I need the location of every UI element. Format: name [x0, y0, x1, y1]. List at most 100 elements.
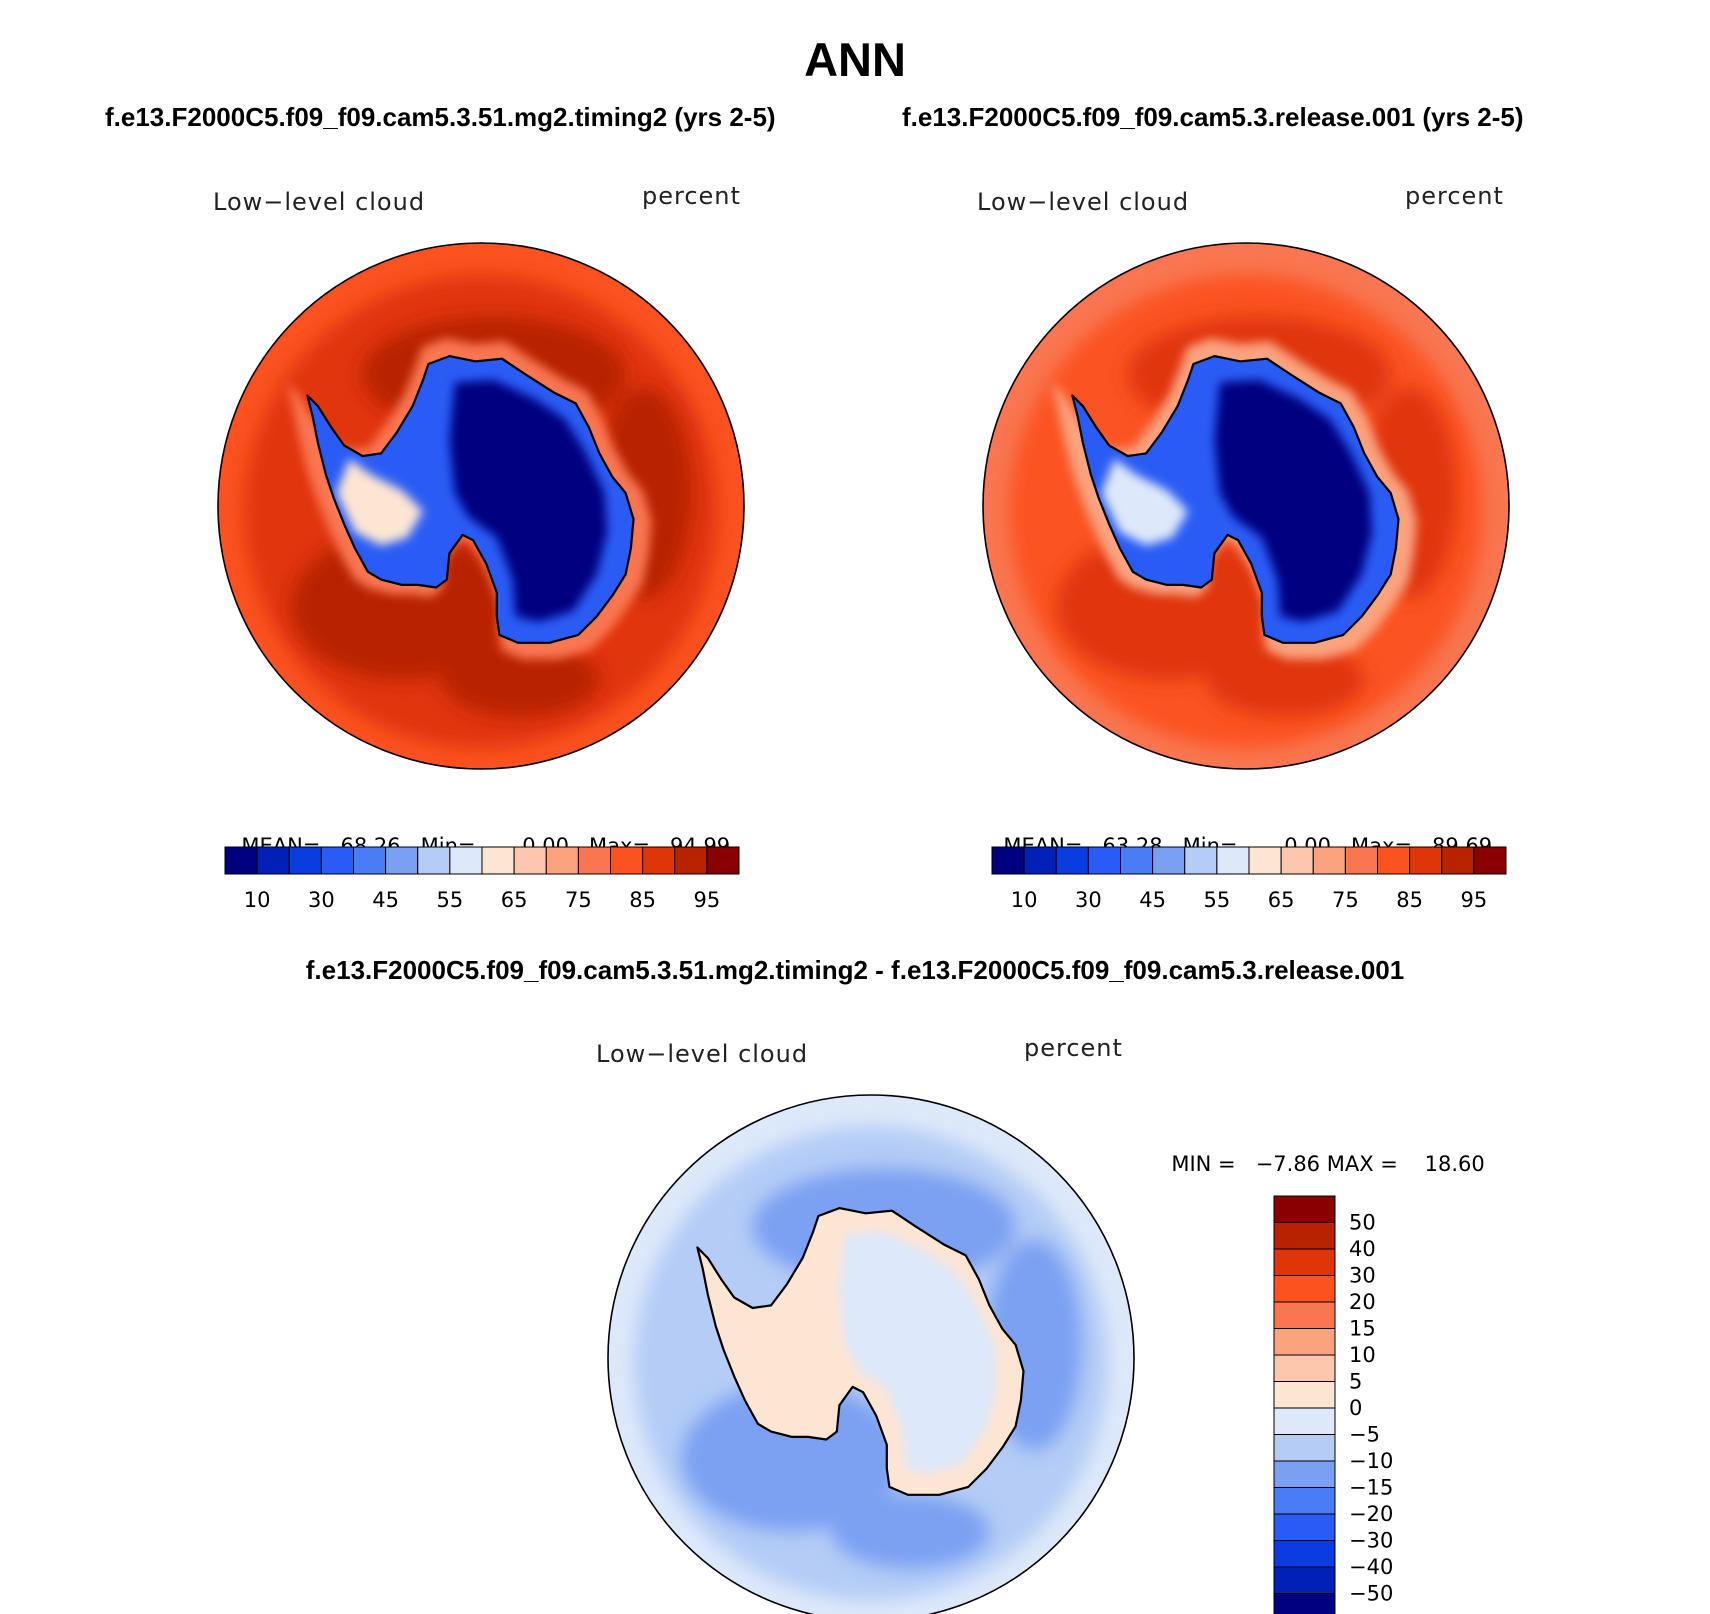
colorbar-swatch — [1152, 846, 1186, 875]
coastline — [306, 355, 635, 644]
colorbar-swatch — [1120, 846, 1154, 875]
colorbar-tick-label: 15 — [1349, 1317, 1376, 1341]
colorbar-swatch — [545, 846, 579, 875]
colorbar-swatch — [449, 846, 483, 875]
colorbar-tick-label: 55 — [437, 888, 464, 912]
case-title-left: f.e13.F2000C5.f09_f09.cam5.3.51.mg2.timi… — [105, 102, 776, 132]
max-value: 18.60 — [1424, 1152, 1485, 1176]
colorbar-tick-label: 10 — [244, 888, 271, 912]
min-label: MIN = — [1171, 1152, 1236, 1176]
colorbar-tick-label: −15 — [1349, 1476, 1393, 1500]
colorbar-tick-label: 30 — [1075, 888, 1102, 912]
colorbar-tick-label: 65 — [501, 888, 528, 912]
colorbar-swatch — [1273, 1328, 1336, 1356]
colorbar-swatch — [1023, 846, 1057, 875]
antarctica-interior-fill — [1214, 379, 1373, 622]
colorbar-tick-label: 20 — [1349, 1290, 1376, 1314]
peninsula-fill — [1101, 458, 1189, 546]
colorbar-tick-label: 95 — [1461, 888, 1488, 912]
colorbar-swatch — [417, 846, 451, 875]
colorbar-tick-label: 0 — [1349, 1396, 1362, 1420]
storm-track-patch — [831, 1494, 990, 1569]
colorbar-swatch — [991, 846, 1025, 875]
colorbar-swatch — [513, 846, 547, 875]
colorbar-swatch — [674, 846, 708, 875]
colorbar-swatch — [1312, 846, 1346, 875]
colorbar-tick-label: −40 — [1349, 1555, 1393, 1579]
storm-track-patch — [1206, 642, 1365, 717]
colorbar-swatch — [353, 846, 387, 875]
colorbar-swatch — [320, 846, 354, 875]
colorbar-swatch — [1273, 1248, 1336, 1276]
colorbar-swatch — [1273, 1434, 1336, 1462]
colorbar-swatch — [1055, 846, 1089, 875]
colorbar-tick-label: 75 — [1332, 888, 1359, 912]
map-border — [982, 242, 1510, 770]
colorbar-swatch — [1273, 1593, 1336, 1614]
antarctica-interior-fill — [449, 379, 608, 622]
colorbar-tick-label: 95 — [694, 888, 721, 912]
storm-track-patch — [1056, 532, 1278, 680]
colorbar-tick-label: 10 — [1349, 1343, 1376, 1367]
colorbar-tick-label: 75 — [565, 888, 592, 912]
colorbar-tick-label: 45 — [1139, 888, 1166, 912]
colorbar-swatch — [1280, 846, 1314, 875]
colorbar-swatch — [1248, 846, 1282, 875]
colorbar-swatch — [1273, 1460, 1336, 1488]
storm-track-patch — [291, 532, 513, 680]
colorbar-tick-label: −20 — [1349, 1502, 1393, 1526]
colorbar-swatch — [256, 846, 290, 875]
figure-title: ANN — [804, 33, 906, 86]
colorbar-swatch — [1273, 1275, 1336, 1303]
colorbar-tick-label: 5 — [1349, 1370, 1362, 1394]
map-diff — [608, 1095, 1134, 1614]
colorbar-swatch — [1377, 846, 1411, 875]
coastline — [696, 1206, 1025, 1496]
colorbar-swatch — [224, 846, 258, 875]
colorbar-tick-label: 50 — [1349, 1211, 1376, 1235]
colorbar-tick-label: 40 — [1349, 1237, 1376, 1261]
variable-label-right: Low−level cloud — [977, 188, 1190, 216]
colorbar-swatch — [1344, 846, 1378, 875]
colorbar-swatch — [385, 846, 419, 875]
colorbar-swatch — [1273, 1381, 1336, 1409]
max-label: MAX = — [1326, 1152, 1398, 1176]
colorbar-tick-label: 85 — [629, 888, 656, 912]
colorbar-swatch — [1273, 1513, 1336, 1541]
min-value: −7.86 — [1255, 1152, 1321, 1176]
colorbar-right: 10 30 45 55 65 75 85 95 — [991, 846, 1507, 912]
colorbar-tick-label: −30 — [1349, 1529, 1393, 1553]
colorbar-swatch — [1184, 846, 1218, 875]
colorbar-tick-label: −10 — [1349, 1449, 1393, 1473]
colorbar-swatch — [1441, 846, 1475, 875]
storm-track-patch — [681, 1384, 903, 1532]
colorbar-tick-label: 10 — [1011, 888, 1038, 912]
colorbar-swatch — [1087, 846, 1121, 875]
units-label-left: percent — [642, 182, 741, 210]
map-right — [983, 243, 1509, 769]
colorbar-tick-label: 30 — [1349, 1264, 1376, 1288]
colorbar-swatch — [1273, 1487, 1336, 1515]
coastline — [1071, 355, 1400, 644]
stats-diff: MIN = −7.86 MAX = 18.60 — [1158, 1128, 1485, 1176]
map-border — [217, 242, 745, 770]
case-title-right: f.e13.F2000C5.f09_f09.cam5.3.release.001… — [902, 102, 1524, 132]
colorbar-tick-label: −50 — [1349, 1582, 1393, 1606]
colorbar-swatch — [1473, 846, 1507, 875]
colorbar-swatch — [577, 846, 611, 875]
colorbar-swatch — [1273, 1540, 1336, 1568]
colorbar-swatch — [1409, 846, 1443, 875]
colorbar-swatch — [288, 846, 322, 875]
colorbar-swatch — [1273, 1566, 1336, 1594]
colorbar-swatch — [1216, 846, 1250, 875]
units-label-right: percent — [1405, 182, 1504, 210]
antarctica-interior-fill — [839, 1231, 998, 1474]
colorbar-swatch — [610, 846, 644, 875]
units-label-diff: percent — [1024, 1034, 1123, 1062]
colorbar-swatch — [1273, 1222, 1336, 1250]
colorbar-swatch — [1273, 1354, 1336, 1382]
storm-track-patch — [441, 642, 600, 717]
variable-label-diff: Low−level cloud — [596, 1040, 809, 1068]
